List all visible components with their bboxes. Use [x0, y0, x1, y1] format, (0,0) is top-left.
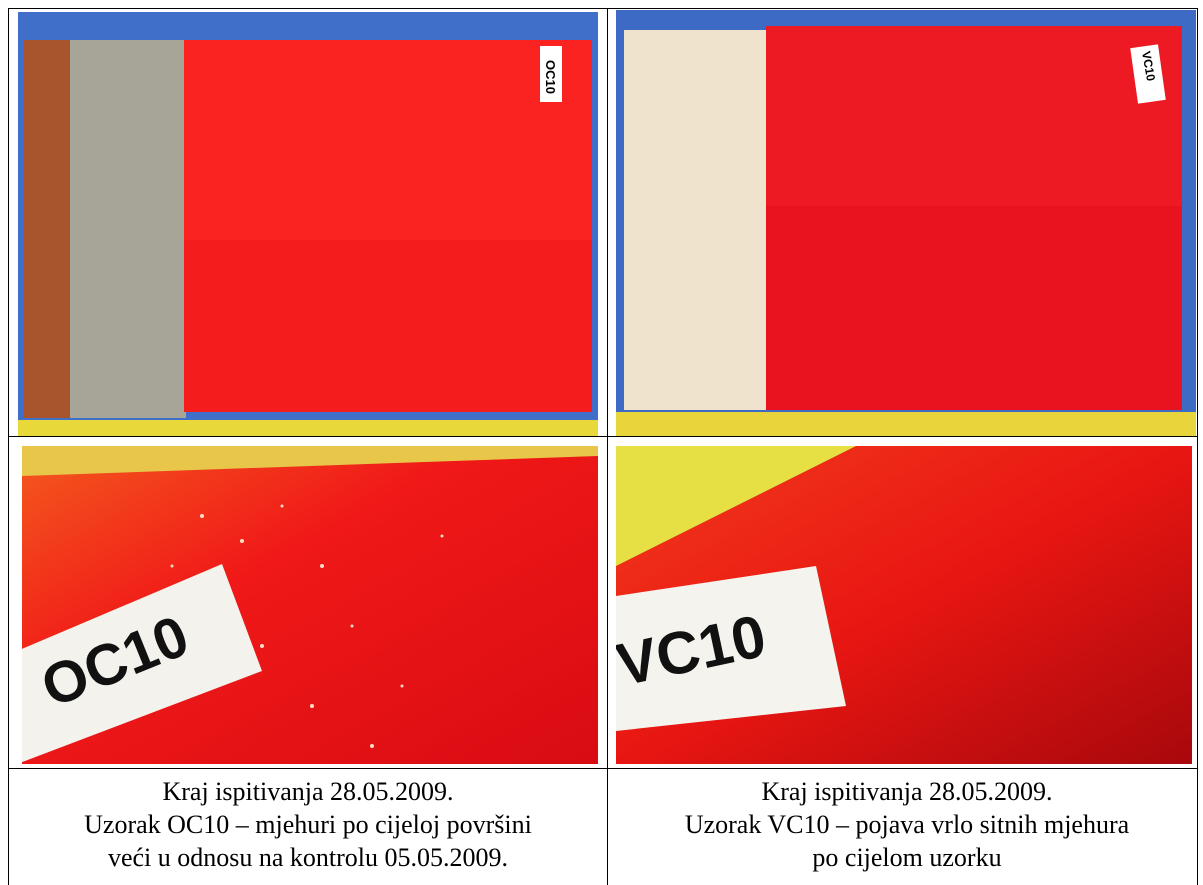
photo: OC10: [18, 12, 598, 436]
caption-line: Uzorak VC10 – pojava vrlo sitnih mjehura: [608, 808, 1203, 841]
caption-line: veći u odnosu na kontrolu 05.05.2009.: [9, 841, 607, 874]
table-border: [8, 436, 1198, 437]
table-border: [1197, 8, 1198, 885]
photo: OC10: [22, 446, 598, 764]
caption: Kraj ispitivanja 28.05.2009. Uzorak VC10…: [608, 775, 1203, 874]
photo: VC10: [616, 10, 1196, 436]
table-border: [607, 8, 608, 885]
table-border: [8, 8, 1198, 9]
caption-line: Kraj ispitivanja 28.05.2009.: [608, 775, 1203, 808]
caption-line: Uzorak OC10 – mjehuri po cijeloj površin…: [9, 808, 607, 841]
photo-label: OC10: [543, 60, 558, 94]
caption-line: po cijelom uzorku: [608, 841, 1203, 874]
table-border: [8, 8, 9, 885]
caption-line: Kraj ispitivanja 28.05.2009.: [9, 775, 607, 808]
caption: Kraj ispitivanja 28.05.2009. Uzorak OC10…: [9, 775, 607, 874]
table-border: [8, 768, 1198, 769]
document: OC10 VC10 OC10 VC10 Kraj ispitivanja 28.…: [0, 0, 1203, 885]
photo: VC10: [616, 446, 1192, 764]
